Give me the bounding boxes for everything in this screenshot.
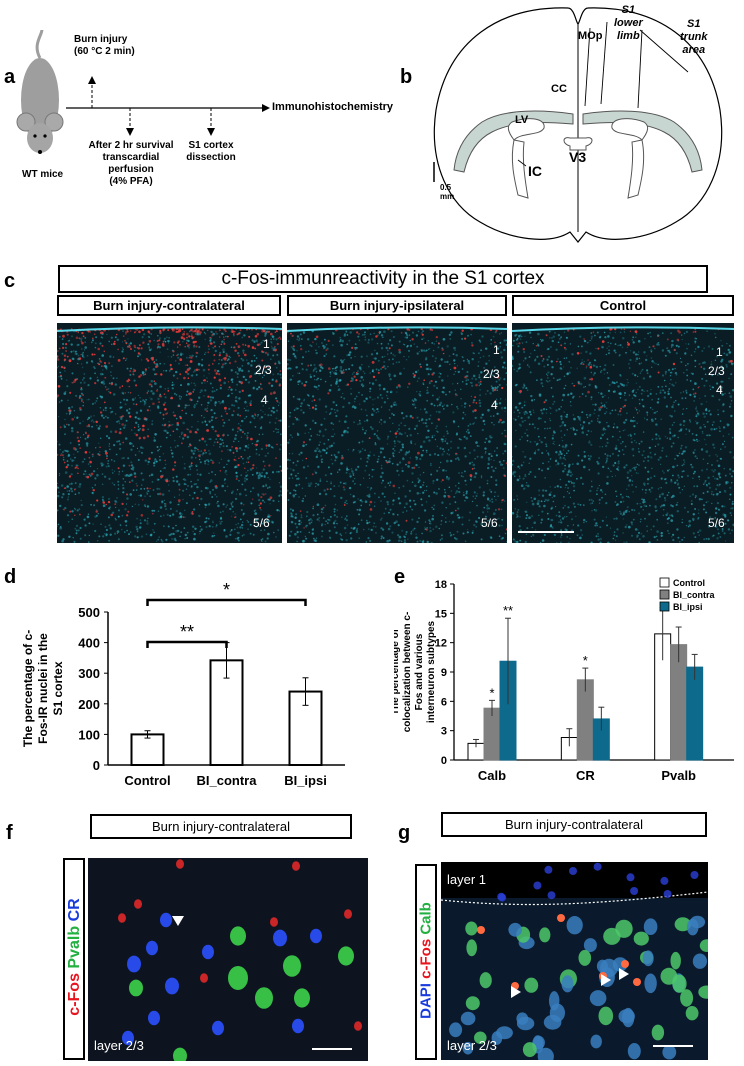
- panel-g-layer1-label: layer 1: [447, 872, 487, 887]
- panel-a-label: a: [4, 66, 16, 88]
- panel-g-label: g: [398, 822, 411, 844]
- panel-g-channel-legend: DAPI c-Fos Calb: [415, 864, 437, 1060]
- arrowhead-icon: [511, 986, 521, 998]
- wt-mice-label: WT mice: [22, 169, 64, 180]
- bar: [686, 666, 704, 761]
- significance-label: *: [583, 653, 588, 668]
- legend-entry: BI_ipsi: [673, 602, 703, 612]
- panel-e-label: e: [394, 566, 406, 588]
- channel-label: Calb: [417, 902, 435, 939]
- arrowhead-icon: [619, 968, 629, 980]
- significance-label: *: [223, 580, 230, 600]
- s1-lower-limb-label: S1 lower limb: [614, 4, 643, 42]
- bar: [130, 733, 165, 766]
- panel-c-title: c-Fos-immunreactivity in the S1 cortex: [58, 265, 708, 293]
- brain-section-diagram: [433, 7, 723, 243]
- immuno-label: Immunohistochemistry: [272, 101, 394, 113]
- panel-c-label: c: [4, 270, 16, 292]
- col-header-control: Control: [512, 295, 734, 316]
- significance-bracket: [146, 598, 307, 606]
- panel-f-micrograph: layer 2/3: [88, 858, 368, 1061]
- scale-bar: [312, 1048, 352, 1050]
- arrowhead-icon: [601, 974, 611, 986]
- scale-bar-label: 0.5 mm: [440, 183, 455, 201]
- bar: [576, 679, 594, 761]
- y-tick-label: 3: [441, 726, 447, 738]
- panel-g-layer23-label: layer 2/3: [447, 1038, 497, 1053]
- micrograph-contralateral: 1 2/3 4 5/6: [57, 323, 282, 543]
- significance-label: **: [503, 603, 513, 618]
- channel-label: Pvalb: [66, 925, 83, 974]
- y-tick-label: 6: [441, 696, 447, 708]
- mouse-icon: [16, 30, 64, 154]
- survival-note: After 2 hr survival transcardial perfusio…: [88, 140, 174, 187]
- lv-label: LV: [515, 114, 529, 126]
- panel-d-label: d: [4, 566, 17, 588]
- channel-label: c-Fos: [66, 973, 83, 1016]
- y-tick-label: 12: [435, 638, 447, 650]
- panel-f-channel-legend: c-Fos Pvalb CR: [63, 858, 85, 1060]
- significance-label: **: [180, 622, 194, 642]
- panel-d-bar-chart: 0 100 200 300 400 500 Control BI_contra BI_ipsi *…: [21, 580, 345, 788]
- y-tick-label: 500: [78, 605, 100, 620]
- legend-swatch: [659, 589, 670, 600]
- col-header-contralateral: Burn injury-contralateral: [57, 295, 281, 316]
- panel-f-label: f: [6, 822, 13, 844]
- channel-label: DAPI: [417, 983, 435, 1019]
- burn-injury-note: Burn injury (60 °C 2 min): [74, 34, 135, 57]
- micrograph-control: 1 2/3 4 5/6: [512, 323, 734, 543]
- x-tick-label: BI_ipsi: [284, 773, 327, 788]
- panel-g-micrograph: layer 1 layer 2/3: [441, 862, 708, 1060]
- x-tick-label: BI_contra: [197, 773, 258, 788]
- y-tick-label: 0: [441, 755, 447, 767]
- channel-label: CR: [66, 898, 83, 926]
- panel-g-title: Burn injury-contralateral: [441, 812, 707, 837]
- legend-swatch: [659, 601, 670, 612]
- mop-label: MOp: [578, 30, 603, 42]
- scale-bar: [518, 531, 574, 533]
- channel-label: c-Fos: [417, 938, 435, 984]
- s1-trunk-area-label: S1 trunk area: [680, 18, 708, 56]
- cc-label: CC: [551, 83, 567, 95]
- y-axis-label: The percentage of c- Fos-IR nuclei in the…: [21, 630, 65, 747]
- y-tick-label: 18: [435, 579, 447, 591]
- y-axis-label: The percentage of colocalization between …: [394, 612, 437, 733]
- scale-bar: [653, 1045, 693, 1047]
- panel-a-schematic: [16, 30, 270, 154]
- arrowhead-icon: [172, 916, 184, 926]
- ic-label: IC: [528, 163, 542, 179]
- dissection-note: S1 cortex dissection: [186, 140, 236, 163]
- legend-swatch: [659, 577, 670, 588]
- y-tick-label: 0: [93, 758, 100, 773]
- legend-entry: BI_contra: [673, 590, 716, 600]
- legend-entry: Control: [673, 578, 705, 588]
- panel-f-layer-label: layer 2/3: [94, 1038, 144, 1053]
- x-tick-label: CR: [576, 768, 595, 783]
- panel-f-title: Burn injury-contralateral: [90, 814, 352, 839]
- y-tick-label: 9: [441, 667, 447, 679]
- significance-label: *: [489, 685, 494, 700]
- x-tick-label: Pvalb: [661, 768, 696, 783]
- y-tick-label: 400: [78, 636, 100, 651]
- col-header-ipsilateral: Burn injury-ipsilateral: [287, 295, 507, 316]
- micrograph-ipsilateral: 1 2/3 4 5/6: [287, 323, 507, 543]
- y-tick-label: 200: [78, 697, 100, 712]
- y-tick-label: 300: [78, 666, 100, 681]
- panel-b-label: b: [400, 66, 413, 88]
- significance-bracket: [146, 640, 228, 648]
- y-tick-label: 15: [435, 608, 447, 620]
- x-tick-label: Control: [124, 773, 170, 788]
- x-tick-label: Calb: [478, 768, 506, 783]
- v3-label: V3: [569, 149, 587, 165]
- y-tick-label: 100: [78, 727, 100, 742]
